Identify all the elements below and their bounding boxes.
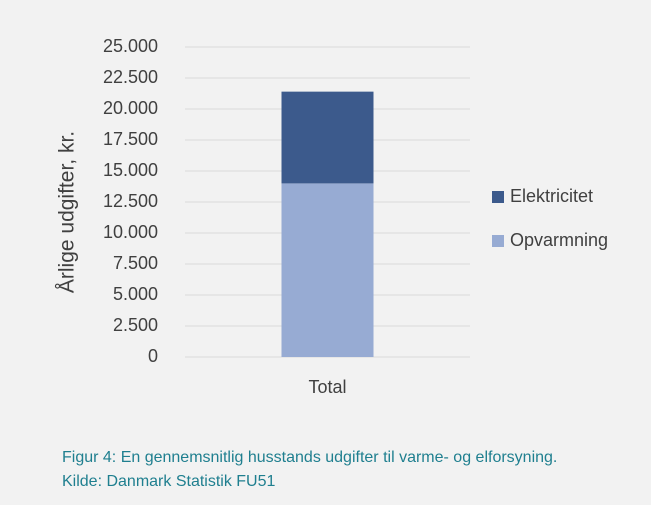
legend-label: Opvarmning bbox=[510, 230, 608, 250]
legend-swatch bbox=[492, 235, 504, 247]
caption-line: Kilde: Danmark Statistik FU51 bbox=[62, 473, 276, 490]
y-tick-label: 5.000 bbox=[113, 284, 158, 304]
y-tick-label: 25.000 bbox=[103, 36, 158, 56]
y-tick-label: 10.000 bbox=[103, 222, 158, 242]
y-tick-label: 2.500 bbox=[113, 315, 158, 335]
y-axis-label: Årlige udgifter, kr. bbox=[56, 131, 79, 293]
y-tick-label: 7.500 bbox=[113, 253, 158, 273]
bar-segment bbox=[281, 183, 374, 357]
y-tick-label: 15.000 bbox=[103, 160, 158, 180]
y-tick-label: 20.000 bbox=[103, 98, 158, 118]
legend-label: Elektricitet bbox=[510, 186, 593, 206]
y-tick-label: 12.500 bbox=[103, 191, 158, 211]
bar-segment bbox=[281, 91, 374, 184]
legend-swatch bbox=[492, 191, 504, 203]
y-tick-label: 17.500 bbox=[103, 129, 158, 149]
y-tick-label: 22.500 bbox=[103, 67, 158, 87]
caption-line: Figur 4: En gennemsnitlig husstands udgi… bbox=[62, 449, 557, 466]
y-tick-label: 0 bbox=[148, 346, 158, 366]
x-tick-label: Total bbox=[308, 377, 346, 397]
